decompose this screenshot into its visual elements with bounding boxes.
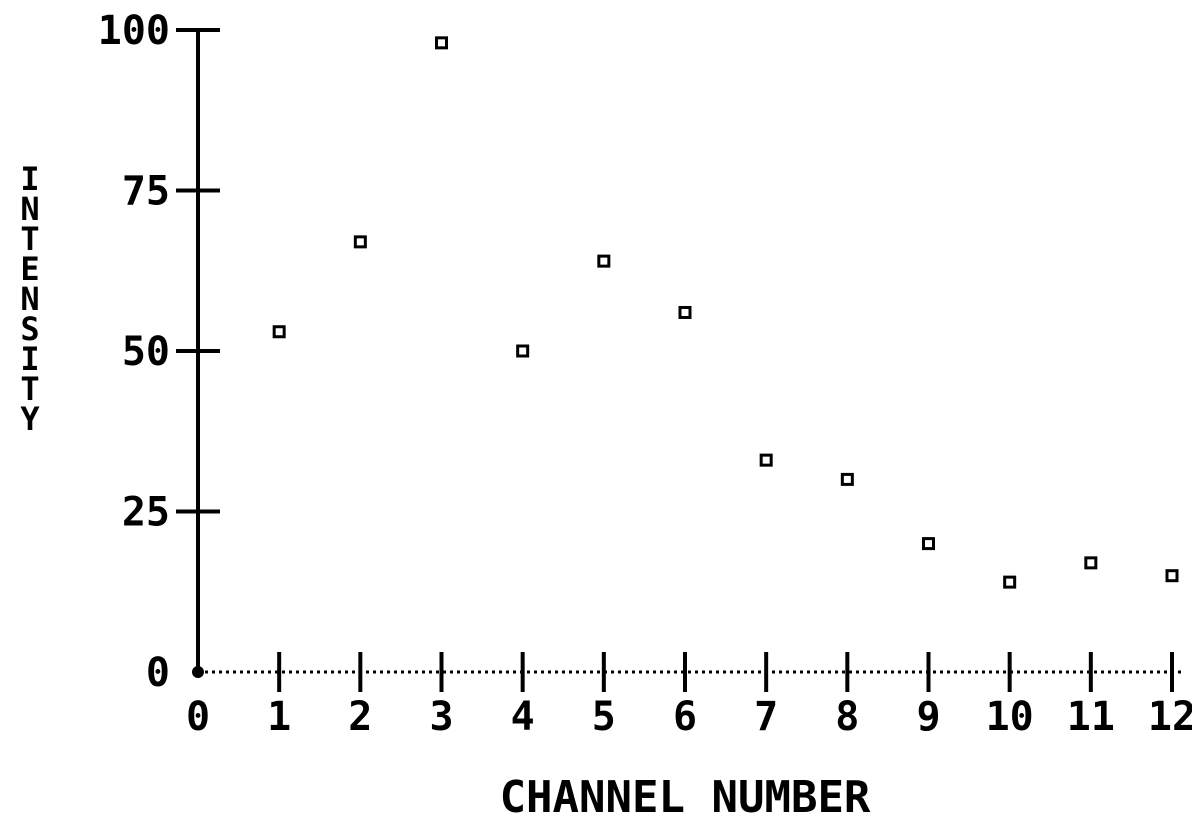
- y-axis-title-letter: I: [20, 160, 39, 198]
- data-point: [516, 344, 530, 358]
- x-tick-label: 7: [754, 694, 778, 740]
- y-axis-title-letter: T: [20, 370, 39, 408]
- data-point: [272, 325, 286, 339]
- data-point: [1084, 556, 1098, 570]
- y-tick-label: 25: [122, 490, 170, 536]
- data-point: [759, 453, 773, 467]
- y-tick-label: 100: [98, 8, 170, 54]
- x-tick-label: 1: [267, 694, 291, 740]
- data-point: [192, 666, 204, 678]
- y-axis-title-letter: I: [20, 340, 39, 378]
- y-tick-label: 0: [146, 650, 170, 696]
- data-points: [192, 36, 1179, 678]
- data-point: [353, 235, 367, 249]
- x-axis-title: CHANNEL NUMBER: [500, 772, 871, 818]
- y-axis-title-letter: N: [20, 190, 39, 228]
- x-tick-label: 11: [1067, 694, 1115, 740]
- y-axis-title-letter: S: [20, 310, 39, 348]
- data-point: [840, 472, 854, 486]
- y-axis-title-letter: T: [20, 220, 39, 258]
- data-point: [435, 36, 448, 50]
- x-tick-label: 5: [592, 694, 616, 740]
- x-axis: 0 1 2 3 4 5 6 7 8 9 10 11 12: [186, 652, 1192, 740]
- data-point: [1003, 575, 1017, 589]
- y-axis-title-letter: E: [20, 250, 39, 288]
- x-tick-label: 10: [986, 694, 1034, 740]
- data-point: [678, 305, 692, 319]
- x-tick-label: 4: [511, 694, 535, 740]
- data-point: [1165, 569, 1179, 583]
- x-tick-label: 8: [835, 694, 859, 740]
- y-axis-title-letter: N: [20, 280, 39, 318]
- x-tick-label: 0: [186, 694, 210, 740]
- x-tick-label: 9: [916, 694, 940, 740]
- y-axis-title-letter: Y: [20, 400, 40, 438]
- data-point: [922, 537, 935, 551]
- x-tick-label: 12: [1148, 694, 1192, 740]
- data-point: [597, 254, 611, 268]
- x-tick-label: 2: [348, 694, 372, 740]
- y-axis: 0 25 50 75 100: [98, 8, 220, 696]
- x-tick-label: 3: [429, 694, 453, 740]
- y-tick-label: 75: [122, 169, 170, 215]
- x-tick-label: 6: [673, 694, 697, 740]
- y-tick-label: 50: [122, 329, 170, 375]
